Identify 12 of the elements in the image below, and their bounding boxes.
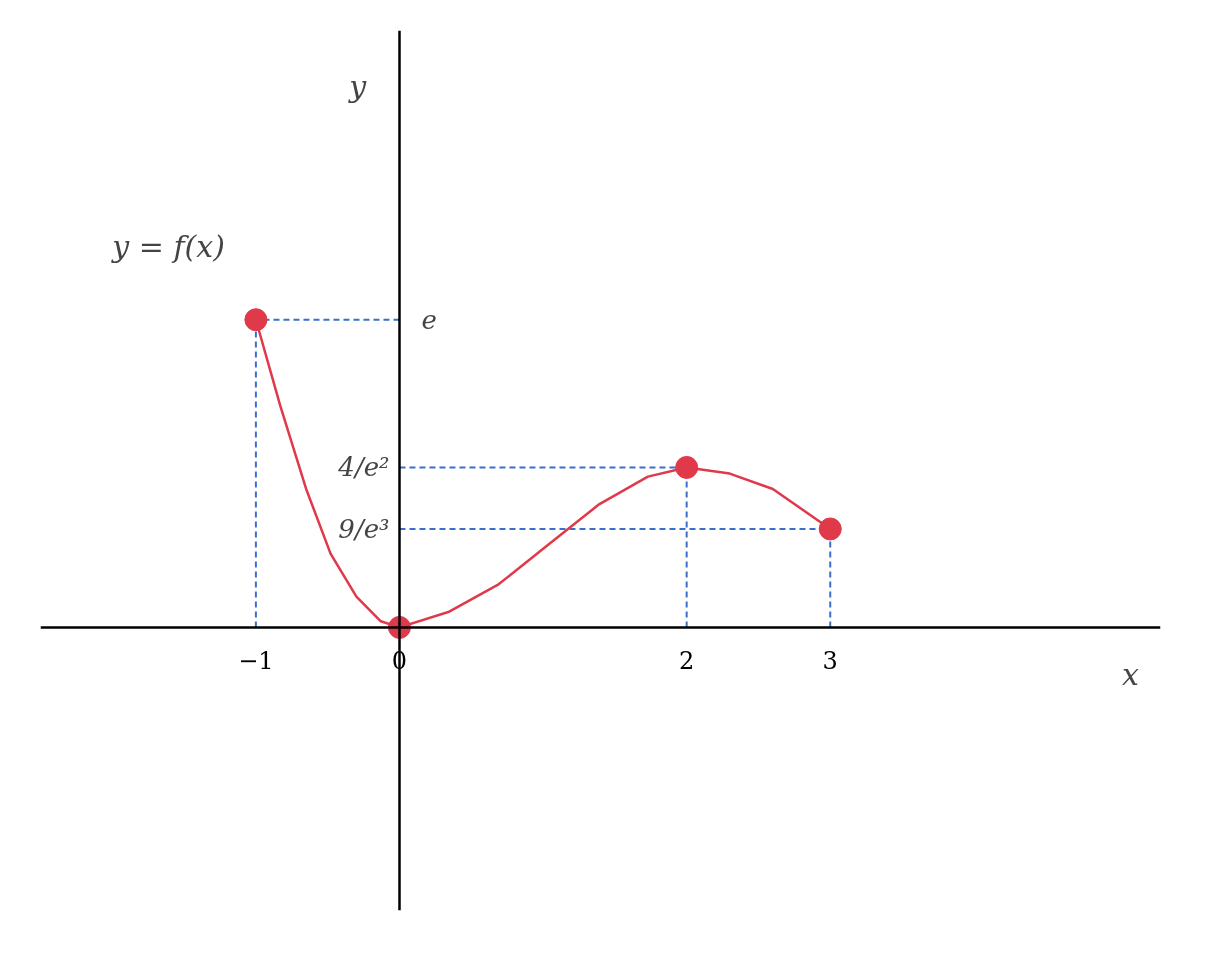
ref-line-label: 9/e³ bbox=[338, 513, 390, 544]
text: y = f(x) bbox=[110, 229, 225, 265]
x-tick-label: 2 bbox=[679, 647, 695, 676]
ref-line-label: e bbox=[421, 305, 437, 336]
ref-line-label: 4/e² bbox=[337, 452, 390, 483]
x-tick-label: −1 bbox=[238, 647, 274, 676]
point bbox=[244, 308, 268, 332]
point bbox=[818, 517, 842, 541]
x-tick-label: 3 bbox=[822, 647, 838, 676]
point bbox=[675, 455, 699, 479]
text: y bbox=[347, 69, 368, 105]
x-axis-title: x bbox=[1122, 657, 1140, 693]
